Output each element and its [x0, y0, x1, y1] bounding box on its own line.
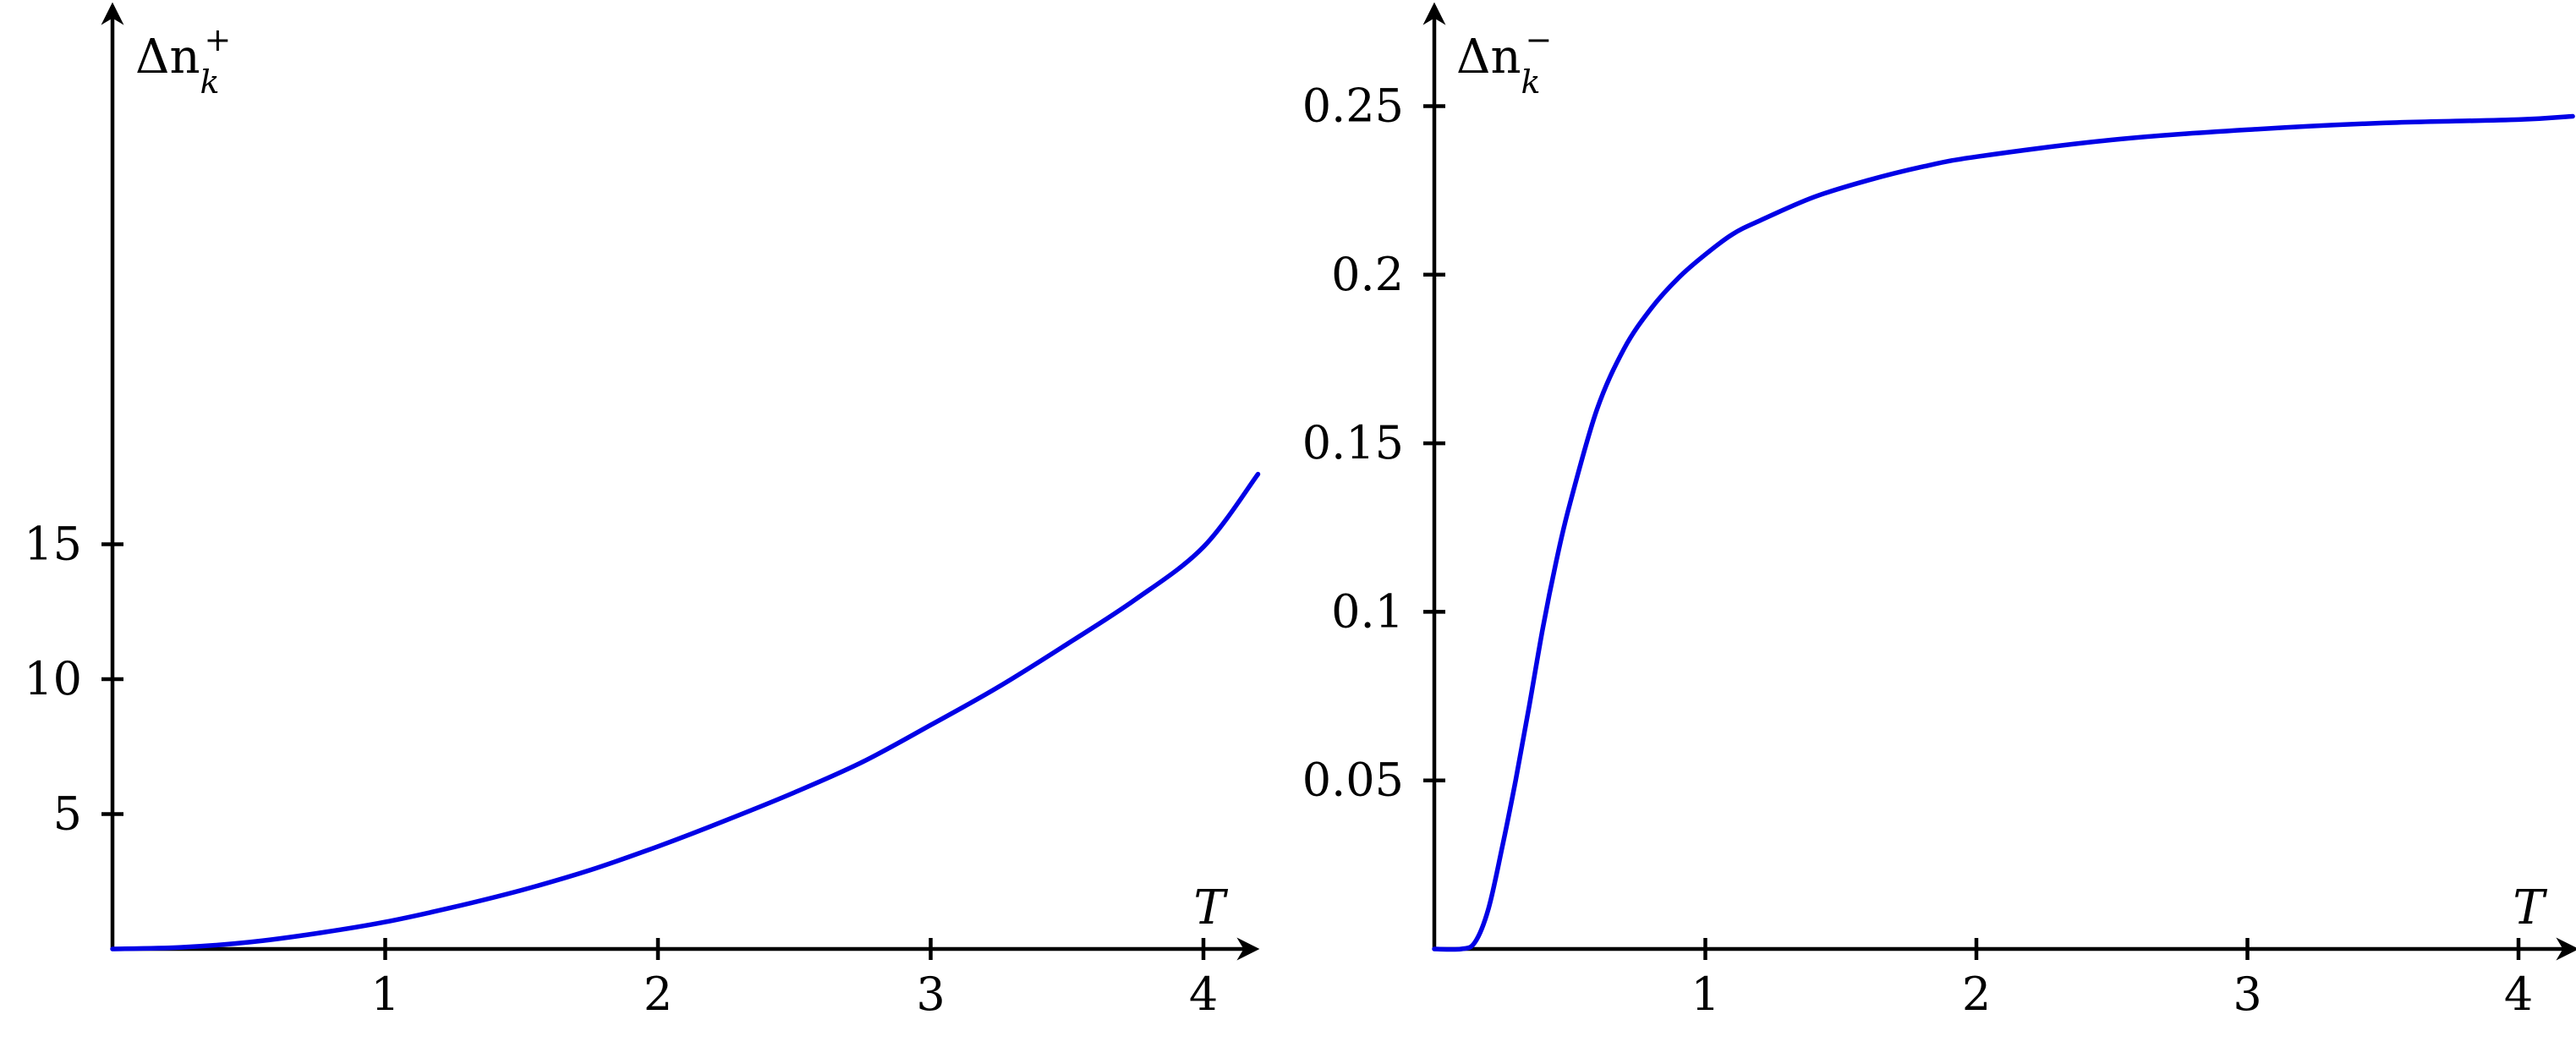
y-label-sup: − — [1526, 21, 1553, 58]
y-label-sup: + — [205, 21, 232, 58]
y-tick-label: 0.25 — [1302, 80, 1404, 133]
y-axis-label: Δnk + — [135, 21, 231, 101]
x-tick-label: 1 — [1691, 968, 1719, 1021]
y-tick-label: 0.2 — [1331, 248, 1404, 301]
x-tick-label: 3 — [2233, 968, 2261, 1021]
y-axis-label: Δnk − — [1456, 21, 1552, 101]
tick-group: 1 2 3 4 0.05 0.1 0.15 0.2 0.25 — [1302, 80, 2533, 1022]
y-tick-label: 0.15 — [1302, 416, 1404, 469]
x-tick-label: 1 — [370, 968, 399, 1021]
y-label-base: Δn — [1456, 30, 1521, 85]
y-label-base: Δn — [135, 30, 200, 85]
x-tick-label: 4 — [1189, 968, 1218, 1021]
y-tick-label: 5 — [53, 787, 82, 841]
y-label-sub: k — [200, 63, 220, 101]
tick-group: 1 2 3 4 5 10 15 — [24, 518, 1218, 1022]
y-tick-label: 10 — [24, 652, 82, 705]
chart-right: 1 2 3 4 0.05 0.1 0.15 0.2 0.25 T Δnk − — [1302, 2, 2576, 1022]
x-tick-label: 3 — [916, 968, 945, 1021]
y-label-sub: k — [1521, 63, 1541, 101]
y-tick-label: 0.1 — [1331, 584, 1404, 638]
series-line — [1432, 113, 2575, 952]
y-tick-label: 0.05 — [1302, 754, 1404, 807]
series-line — [110, 471, 1261, 952]
chart-left: 1 2 3 4 5 10 15 T Δnk + — [24, 2, 1261, 1022]
x-tick-label: 2 — [1962, 968, 1991, 1021]
x-axis-label: T — [2513, 880, 2547, 935]
x-tick-label: 4 — [2504, 968, 2533, 1021]
x-axis-label: T — [1193, 880, 1228, 935]
x-tick-label: 2 — [644, 968, 672, 1021]
y-tick-label: 15 — [24, 518, 82, 571]
